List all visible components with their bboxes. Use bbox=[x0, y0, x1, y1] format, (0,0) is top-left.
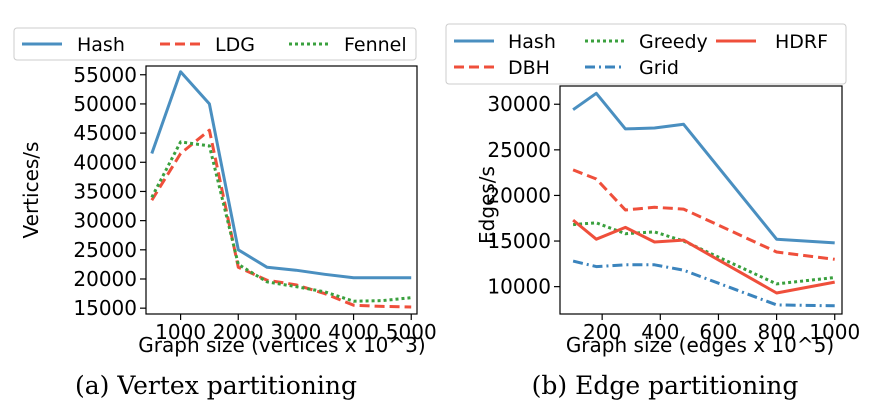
legend-hash-label: Hash bbox=[508, 31, 556, 53]
vertex-ytick-label: 45000 bbox=[73, 121, 137, 145]
edge-series-hdrf-line bbox=[572, 218, 835, 295]
vertex-chart-axes-frame bbox=[145, 65, 418, 315]
edge-series-greedy-line bbox=[572, 221, 835, 286]
vertex-ytick-label: 50000 bbox=[73, 92, 137, 116]
vertex-chart-xlabel: Graph size (vertices x 10^3) bbox=[138, 333, 425, 357]
edge-ytick-label: 15000 bbox=[487, 229, 551, 253]
vertex-series-ldg-line bbox=[150, 128, 412, 309]
edge-series-grid-line bbox=[572, 259, 835, 308]
vertex-xtick-label: 5000 bbox=[386, 320, 437, 344]
vertex-series-fennel-line bbox=[150, 140, 412, 303]
vertex-ytick-label: 55000 bbox=[73, 63, 137, 87]
edge-ytick-label: 20000 bbox=[487, 183, 551, 207]
vertex-ytick-label: 15000 bbox=[73, 296, 137, 320]
legend-hdrf-label: HDRF bbox=[775, 31, 828, 53]
vertex-xtick-label: 1000 bbox=[155, 320, 206, 344]
vertex-ytick-label: 30000 bbox=[73, 209, 137, 233]
edge-series-hash-line bbox=[572, 91, 835, 245]
legend-dbh-label: DBH bbox=[508, 57, 550, 79]
edge-chart-xlabel: Graph size (edges x 10^5) bbox=[566, 333, 834, 357]
edge-chart-caption: (b) Edge partitioning bbox=[532, 371, 799, 400]
vertex-xtick-label: 3000 bbox=[270, 320, 321, 344]
edge-xtick-label: 200 bbox=[583, 320, 621, 344]
edge-xtick-label: 800 bbox=[757, 320, 795, 344]
legend-fennel-label: Fennel bbox=[344, 34, 407, 56]
vertex-chart-ylabel: Vertices/s bbox=[19, 142, 43, 239]
vertex-ytick-label: 35000 bbox=[73, 179, 137, 203]
edge-xtick-label: 400 bbox=[641, 320, 679, 344]
legend-ldg-label: LDG bbox=[215, 34, 255, 56]
vertex-chart-legend: Hash LDG Fennel bbox=[13, 27, 417, 61]
vertex-ytick-label: 20000 bbox=[73, 267, 137, 291]
vertex-ytick-label: 25000 bbox=[73, 238, 137, 262]
edge-legend-frame bbox=[445, 23, 847, 85]
edge-ytick-label: 30000 bbox=[487, 92, 551, 116]
edge-xtick-label: 1000 bbox=[809, 320, 860, 344]
edge-chart-axes-frame bbox=[559, 85, 843, 315]
edge-chart-legend: Hash Greedy HDRF DBH Grid bbox=[445, 23, 847, 85]
edge-ytick-label: 25000 bbox=[487, 138, 551, 162]
vertex-chart: 1000 2000 3000 4000 5000 1500020000250003000… bbox=[13, 27, 437, 400]
vertex-chart-caption: (a) Vertex partitioning bbox=[75, 371, 357, 400]
legend-hash-label: Hash bbox=[77, 34, 125, 56]
vertex-legend-frame bbox=[13, 27, 417, 61]
edge-ytick-label: 10000 bbox=[487, 275, 551, 299]
edge-xtick-label: 600 bbox=[699, 320, 737, 344]
legend-grid-label: Grid bbox=[639, 57, 679, 79]
edge-chart: 200 400 600 800 1000 10000 15000 20000 25000 300… bbox=[445, 23, 860, 400]
vertex-ytick-label: 40000 bbox=[73, 150, 137, 174]
legend-greedy-label: Greedy bbox=[639, 31, 708, 53]
edge-chart-ylabel: Edges/s bbox=[475, 166, 499, 244]
vertex-series-hash-line bbox=[150, 70, 412, 280]
vertex-xtick-label: 4000 bbox=[328, 320, 379, 344]
edge-chart-lines bbox=[572, 91, 835, 308]
edge-series-dbh-line bbox=[572, 168, 835, 261]
vertex-chart-lines bbox=[150, 70, 412, 309]
vertex-xtick-label: 2000 bbox=[213, 320, 264, 344]
